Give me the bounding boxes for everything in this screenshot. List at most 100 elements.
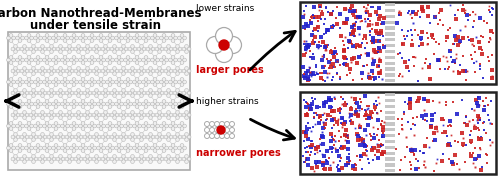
Circle shape <box>18 39 22 43</box>
Circle shape <box>182 157 186 161</box>
Circle shape <box>122 44 126 48</box>
Circle shape <box>90 39 94 43</box>
Circle shape <box>128 113 132 117</box>
Circle shape <box>40 138 44 142</box>
Circle shape <box>180 100 184 103</box>
Circle shape <box>84 80 87 84</box>
Circle shape <box>12 80 16 84</box>
Circle shape <box>112 155 116 158</box>
Circle shape <box>74 80 78 84</box>
Circle shape <box>174 58 178 62</box>
Circle shape <box>76 138 80 142</box>
Circle shape <box>164 113 168 117</box>
Circle shape <box>36 149 40 153</box>
Bar <box>385 21 395 24</box>
Circle shape <box>96 124 100 128</box>
Circle shape <box>217 126 225 134</box>
Circle shape <box>34 47 38 51</box>
Circle shape <box>230 127 234 132</box>
Circle shape <box>140 116 143 119</box>
Circle shape <box>112 160 116 163</box>
Circle shape <box>164 58 168 62</box>
Circle shape <box>124 69 128 73</box>
Circle shape <box>60 124 64 128</box>
Circle shape <box>160 58 164 62</box>
Circle shape <box>22 111 26 114</box>
Circle shape <box>94 72 98 75</box>
Circle shape <box>88 124 92 128</box>
Circle shape <box>166 111 170 114</box>
Circle shape <box>32 50 36 53</box>
Circle shape <box>137 157 141 161</box>
Circle shape <box>128 124 132 128</box>
Circle shape <box>58 50 62 53</box>
Circle shape <box>22 67 26 70</box>
Circle shape <box>50 44 54 48</box>
Circle shape <box>29 47 33 51</box>
Circle shape <box>144 122 148 125</box>
Circle shape <box>171 33 175 37</box>
Circle shape <box>25 157 29 161</box>
Circle shape <box>63 149 67 153</box>
Circle shape <box>81 122 85 125</box>
Circle shape <box>173 157 177 161</box>
Bar <box>385 116 395 120</box>
Circle shape <box>108 39 112 43</box>
Circle shape <box>182 124 186 128</box>
Circle shape <box>130 50 134 53</box>
Circle shape <box>20 124 24 128</box>
Circle shape <box>117 105 121 108</box>
Circle shape <box>56 47 60 51</box>
Circle shape <box>156 58 160 62</box>
Circle shape <box>56 80 60 84</box>
Circle shape <box>180 78 184 81</box>
Circle shape <box>151 157 155 161</box>
Circle shape <box>124 91 128 95</box>
Circle shape <box>63 143 67 147</box>
Circle shape <box>20 91 24 95</box>
Circle shape <box>176 111 180 114</box>
Circle shape <box>112 116 116 119</box>
Circle shape <box>104 160 108 163</box>
Circle shape <box>60 58 64 62</box>
Circle shape <box>34 36 38 40</box>
Circle shape <box>164 91 168 95</box>
Circle shape <box>70 113 74 117</box>
Circle shape <box>58 94 62 98</box>
Circle shape <box>184 160 188 163</box>
Circle shape <box>122 88 126 92</box>
Circle shape <box>52 91 56 95</box>
Circle shape <box>63 61 67 64</box>
Circle shape <box>180 149 184 153</box>
Circle shape <box>99 143 103 147</box>
Circle shape <box>48 80 52 84</box>
Circle shape <box>50 160 54 163</box>
Circle shape <box>81 100 85 103</box>
Circle shape <box>48 102 52 106</box>
Circle shape <box>126 78 130 81</box>
Circle shape <box>168 102 172 106</box>
Circle shape <box>122 155 126 158</box>
Circle shape <box>25 113 29 117</box>
Circle shape <box>102 102 105 106</box>
Circle shape <box>135 61 139 64</box>
Circle shape <box>117 61 121 64</box>
Circle shape <box>34 69 38 73</box>
Circle shape <box>171 143 175 147</box>
Circle shape <box>126 143 130 147</box>
Circle shape <box>68 138 71 142</box>
Circle shape <box>86 133 89 136</box>
Circle shape <box>38 69 42 73</box>
Circle shape <box>155 47 159 51</box>
Circle shape <box>45 127 49 130</box>
Circle shape <box>18 143 22 147</box>
Circle shape <box>32 67 36 70</box>
Circle shape <box>78 58 82 62</box>
Circle shape <box>128 91 132 95</box>
Circle shape <box>122 160 126 163</box>
Circle shape <box>14 111 18 114</box>
Circle shape <box>142 69 146 73</box>
Circle shape <box>88 113 92 117</box>
Circle shape <box>14 160 18 163</box>
Circle shape <box>182 80 186 84</box>
